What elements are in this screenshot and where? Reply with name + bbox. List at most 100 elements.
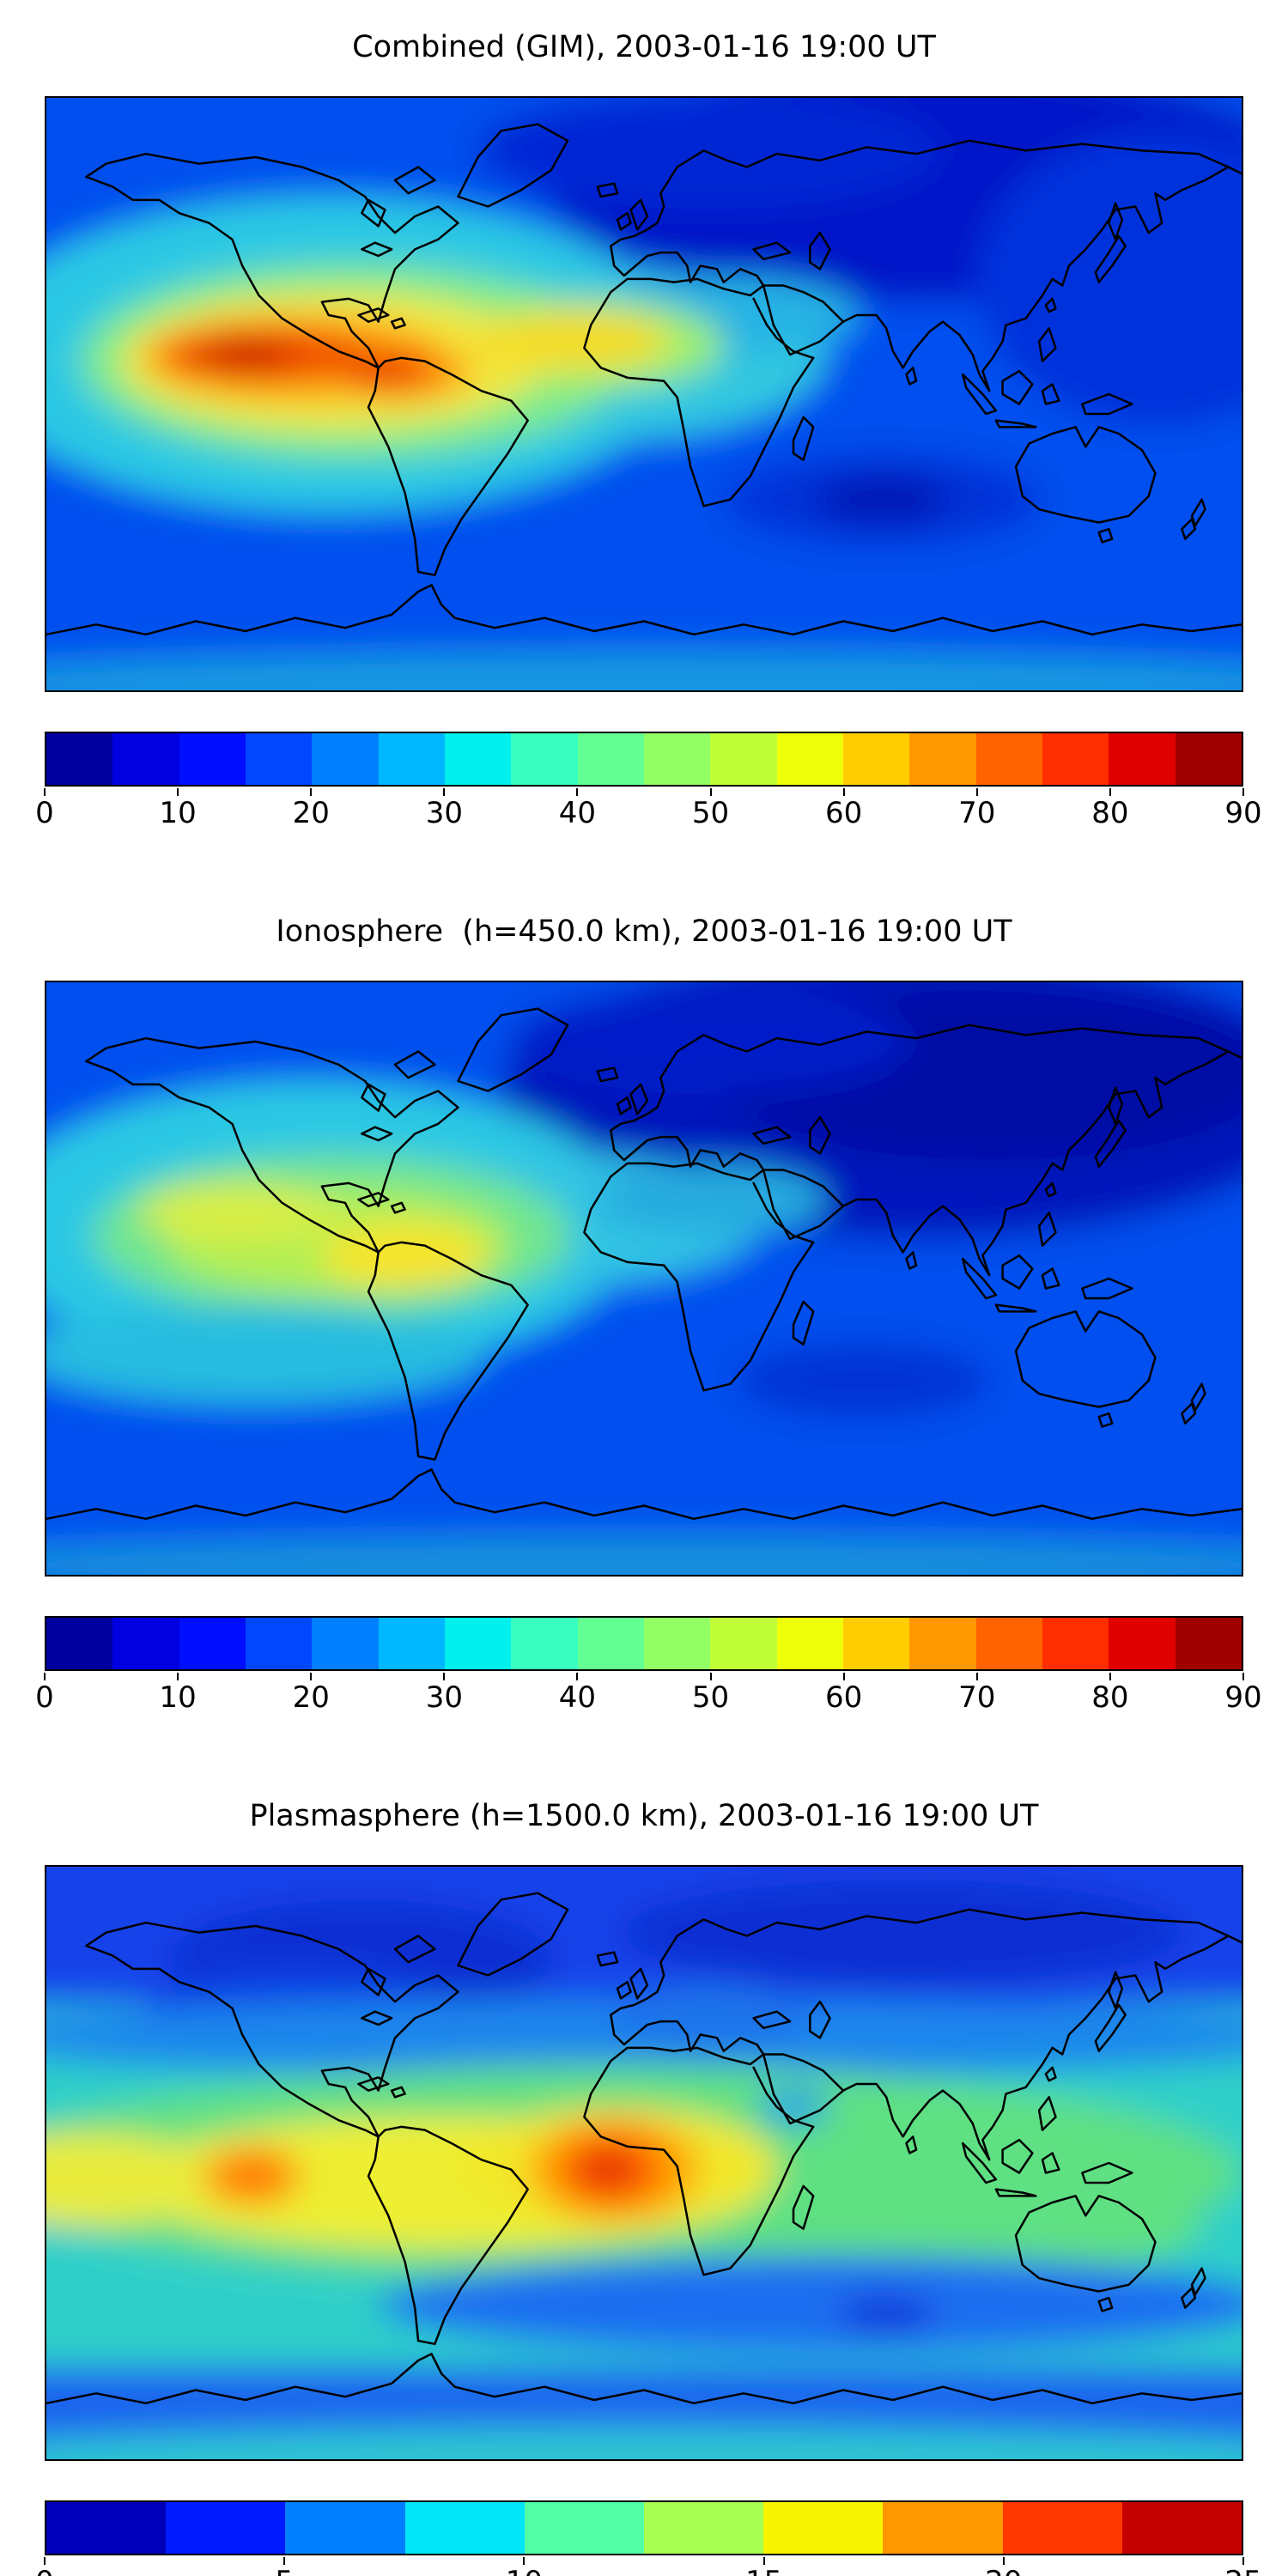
colorbar-segment <box>710 1618 777 1669</box>
colorbar-tick-label: 10 <box>159 1680 197 1715</box>
colorbar-tick-label: 70 <box>958 796 996 830</box>
tec-map-ionosphere <box>46 982 1242 1575</box>
colorbar-tick-label: 30 <box>425 796 463 830</box>
colorbar-tick-label: 5 <box>275 2565 294 2576</box>
colorbar-segment <box>444 1618 512 1669</box>
colorbar-ticks-combined: 0 10 20 30 40 50 60 70 80 90 <box>35 787 1262 831</box>
colorbar-segment <box>1109 733 1176 785</box>
tec-map-combined <box>46 98 1242 690</box>
colorbar-tick-mark <box>44 1673 46 1680</box>
colorbar-segment <box>909 1618 976 1669</box>
colorbar-segment <box>179 1618 246 1669</box>
tec-map-plasmasphere <box>46 1867 1242 2459</box>
colorbar-segment <box>644 2502 764 2554</box>
colorbar-tick-mark <box>283 2557 286 2565</box>
contour-field-plasmasphere <box>46 1867 1242 2459</box>
panel-ionosphere: Ionosphere (h=450.0 km), 2003-01-16 19:0… <box>0 910 1288 1769</box>
colorbar-segment <box>776 1618 843 1669</box>
colorbar-segment <box>577 1618 644 1669</box>
colorbar-segment <box>842 733 910 785</box>
colorbar-segment <box>179 733 246 785</box>
map-frame-ionosphere <box>45 981 1243 1577</box>
colorbar-tick-mark <box>576 788 579 796</box>
colorbar-tick-mark <box>842 788 845 796</box>
colorbar-tick-mark <box>1002 2557 1005 2565</box>
colorbar-segment <box>975 1618 1042 1669</box>
colorbar-segment <box>378 733 445 785</box>
colorbar-segment <box>909 733 976 785</box>
colorbar-tick-label: 10 <box>506 2565 543 2576</box>
colorbar-segment <box>577 733 644 785</box>
colorbar-segment <box>112 1618 179 1669</box>
colorbar-ticks-plasmasphere: 0 5 10 15 20 25 <box>35 2555 1262 2576</box>
colorbar-segment <box>524 2502 645 2554</box>
colorbar-segment <box>883 2502 1003 2554</box>
colorbar-tick-label: 0 <box>35 2565 54 2576</box>
colorbar-tick-label: 10 <box>159 796 197 830</box>
colorbar-segment <box>404 2502 525 2554</box>
colorbar-tick-label: 30 <box>425 1680 463 1715</box>
colorbar-segment <box>46 2502 167 2554</box>
colorbar-segment <box>1042 1618 1109 1669</box>
colorbar-tick-label: 20 <box>985 2565 1022 2576</box>
colorbar-tick-mark <box>44 2557 46 2565</box>
colorbar-tick-label: 70 <box>958 1680 996 1715</box>
colorbar-tick-label: 90 <box>1224 1680 1262 1715</box>
colorbar-segment <box>1042 733 1109 785</box>
colorbar-tick-mark <box>576 1673 579 1680</box>
colorbar-tick-mark <box>709 788 712 796</box>
colorbar-tick-mark <box>1242 1673 1244 1680</box>
colorbar-tick-label: 40 <box>558 1680 597 1715</box>
colorbar-segment <box>975 733 1042 785</box>
colorbar-segment <box>46 1618 113 1669</box>
colorbar-tick-mark <box>762 2557 765 2565</box>
colorbar-ionosphere <box>45 1616 1243 1671</box>
colorbar-tick-mark <box>975 1673 978 1680</box>
colorbar-segment <box>1121 2502 1242 2554</box>
colorbar-tick-label: 90 <box>1224 796 1262 830</box>
colorbar-segment <box>112 733 179 785</box>
panel-title: Ionosphere (h=450.0 km), 2003-01-16 19:0… <box>276 914 1012 949</box>
colorbar-segment <box>842 1618 910 1669</box>
colorbar-segment <box>776 733 843 785</box>
colorbar-segment <box>378 1618 445 1669</box>
panel-title: Combined (GIM), 2003-01-16 19:00 UT <box>352 30 936 64</box>
colorbar-tick-mark <box>310 1673 313 1680</box>
colorbar-tick-mark <box>177 788 179 796</box>
colorbar-ticks-ionosphere: 0 10 20 30 40 50 60 70 80 90 <box>35 1671 1262 1716</box>
colorbar-segment <box>643 733 711 785</box>
colorbar-tick-label: 40 <box>558 796 597 830</box>
colorbar-segment <box>511 733 578 785</box>
colorbar-segment <box>1002 2502 1122 2554</box>
colorbar-tick-label: 0 <box>35 1680 54 1715</box>
colorbar-tick-mark <box>443 1673 446 1680</box>
colorbar-tick-mark <box>975 788 978 796</box>
contour-field-ionosphere <box>46 982 1242 1575</box>
colorbar-segment <box>46 733 113 785</box>
colorbar-plasmasphere <box>45 2500 1243 2555</box>
colorbar-tick-mark <box>310 788 313 796</box>
colorbar-tick-mark <box>709 1673 712 1680</box>
colorbar-tick-label: 20 <box>292 796 330 830</box>
colorbar-segment <box>1175 733 1242 785</box>
colorbar-tick-mark <box>443 788 446 796</box>
colorbar-tick-mark <box>1242 2557 1244 2565</box>
colorbar-tick-label: 50 <box>691 796 730 830</box>
map-frame-combined <box>45 96 1243 692</box>
colorbar-tick-mark <box>842 1673 845 1680</box>
colorbar-combined <box>45 732 1243 787</box>
colorbar-tick-label: 50 <box>691 1680 730 1715</box>
colorbar-segment <box>710 733 777 785</box>
colorbar-tick-mark <box>1109 1673 1111 1680</box>
colorbar-tick-label: 60 <box>825 796 863 830</box>
colorbar-segment <box>285 2502 405 2554</box>
panel-title: Plasmasphere (h=1500.0 km), 2003-01-16 1… <box>249 1799 1039 1833</box>
colorbar-tick-label: 80 <box>1091 796 1129 830</box>
colorbar-tick-label: 0 <box>35 796 54 830</box>
colorbar-tick-mark <box>1242 788 1244 796</box>
colorbar-segment <box>1175 1618 1242 1669</box>
colorbar-segment <box>763 2502 884 2554</box>
contour-field-combined <box>46 98 1242 690</box>
colorbar-tick-mark <box>44 788 46 796</box>
